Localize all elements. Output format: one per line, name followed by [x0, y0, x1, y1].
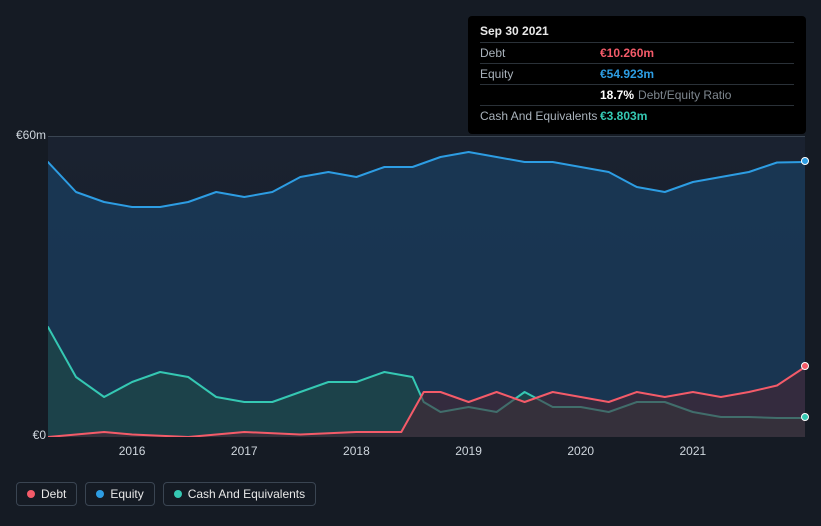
end-marker-cash — [801, 413, 809, 421]
legend-label: Debt — [41, 487, 66, 501]
tooltip-row: Debt€10.260m — [480, 42, 794, 63]
x-axis-label: 2019 — [455, 444, 482, 458]
end-marker-equity — [801, 157, 809, 165]
tooltip-row-value: €3.803m — [600, 109, 647, 123]
tooltip-row-label: Equity — [480, 67, 600, 81]
tooltip-row-value: €10.260m — [600, 46, 654, 60]
tooltip-row-label — [480, 88, 600, 102]
tooltip-date: Sep 30 2021 — [480, 24, 794, 38]
x-axis-label: 2018 — [343, 444, 370, 458]
x-axis-label: 2017 — [231, 444, 258, 458]
tooltip-row-value: €54.923m — [600, 67, 654, 81]
tooltip-row-value: 18.7%Debt/Equity Ratio — [600, 88, 731, 102]
legend-item[interactable]: Debt — [16, 482, 77, 506]
chart-tooltip: Sep 30 2021 Debt€10.260mEquity€54.923m18… — [468, 16, 806, 134]
legend-label: Cash And Equivalents — [188, 487, 305, 501]
x-axis-label: 2016 — [119, 444, 146, 458]
legend-dot-icon — [96, 490, 104, 498]
tooltip-row-sub: Debt/Equity Ratio — [638, 88, 731, 102]
chart-container: Sep 30 2021 Debt€10.260mEquity€54.923m18… — [0, 0, 821, 526]
tooltip-row: Cash And Equivalents€3.803m — [480, 105, 794, 126]
tooltip-row-label: Cash And Equivalents — [480, 109, 600, 123]
legend-label: Equity — [110, 487, 143, 501]
x-axis-label: 2021 — [679, 444, 706, 458]
tooltip-row: Equity€54.923m — [480, 63, 794, 84]
legend-item[interactable]: Equity — [85, 482, 154, 506]
end-marker-debt — [801, 362, 809, 370]
legend-dot-icon — [174, 490, 182, 498]
x-axis-label: 2020 — [567, 444, 594, 458]
legend: Debt Equity Cash And Equivalents — [16, 482, 316, 506]
y-axis-label: €0 — [6, 428, 46, 442]
plot-area[interactable] — [48, 136, 805, 436]
y-axis-label: €60m — [6, 128, 46, 142]
legend-item[interactable]: Cash And Equivalents — [163, 482, 316, 506]
legend-dot-icon — [27, 490, 35, 498]
chart-svg — [48, 137, 805, 437]
tooltip-row-label: Debt — [480, 46, 600, 60]
tooltip-rows: Debt€10.260mEquity€54.923m18.7%Debt/Equi… — [480, 42, 794, 126]
tooltip-row: 18.7%Debt/Equity Ratio — [480, 84, 794, 105]
